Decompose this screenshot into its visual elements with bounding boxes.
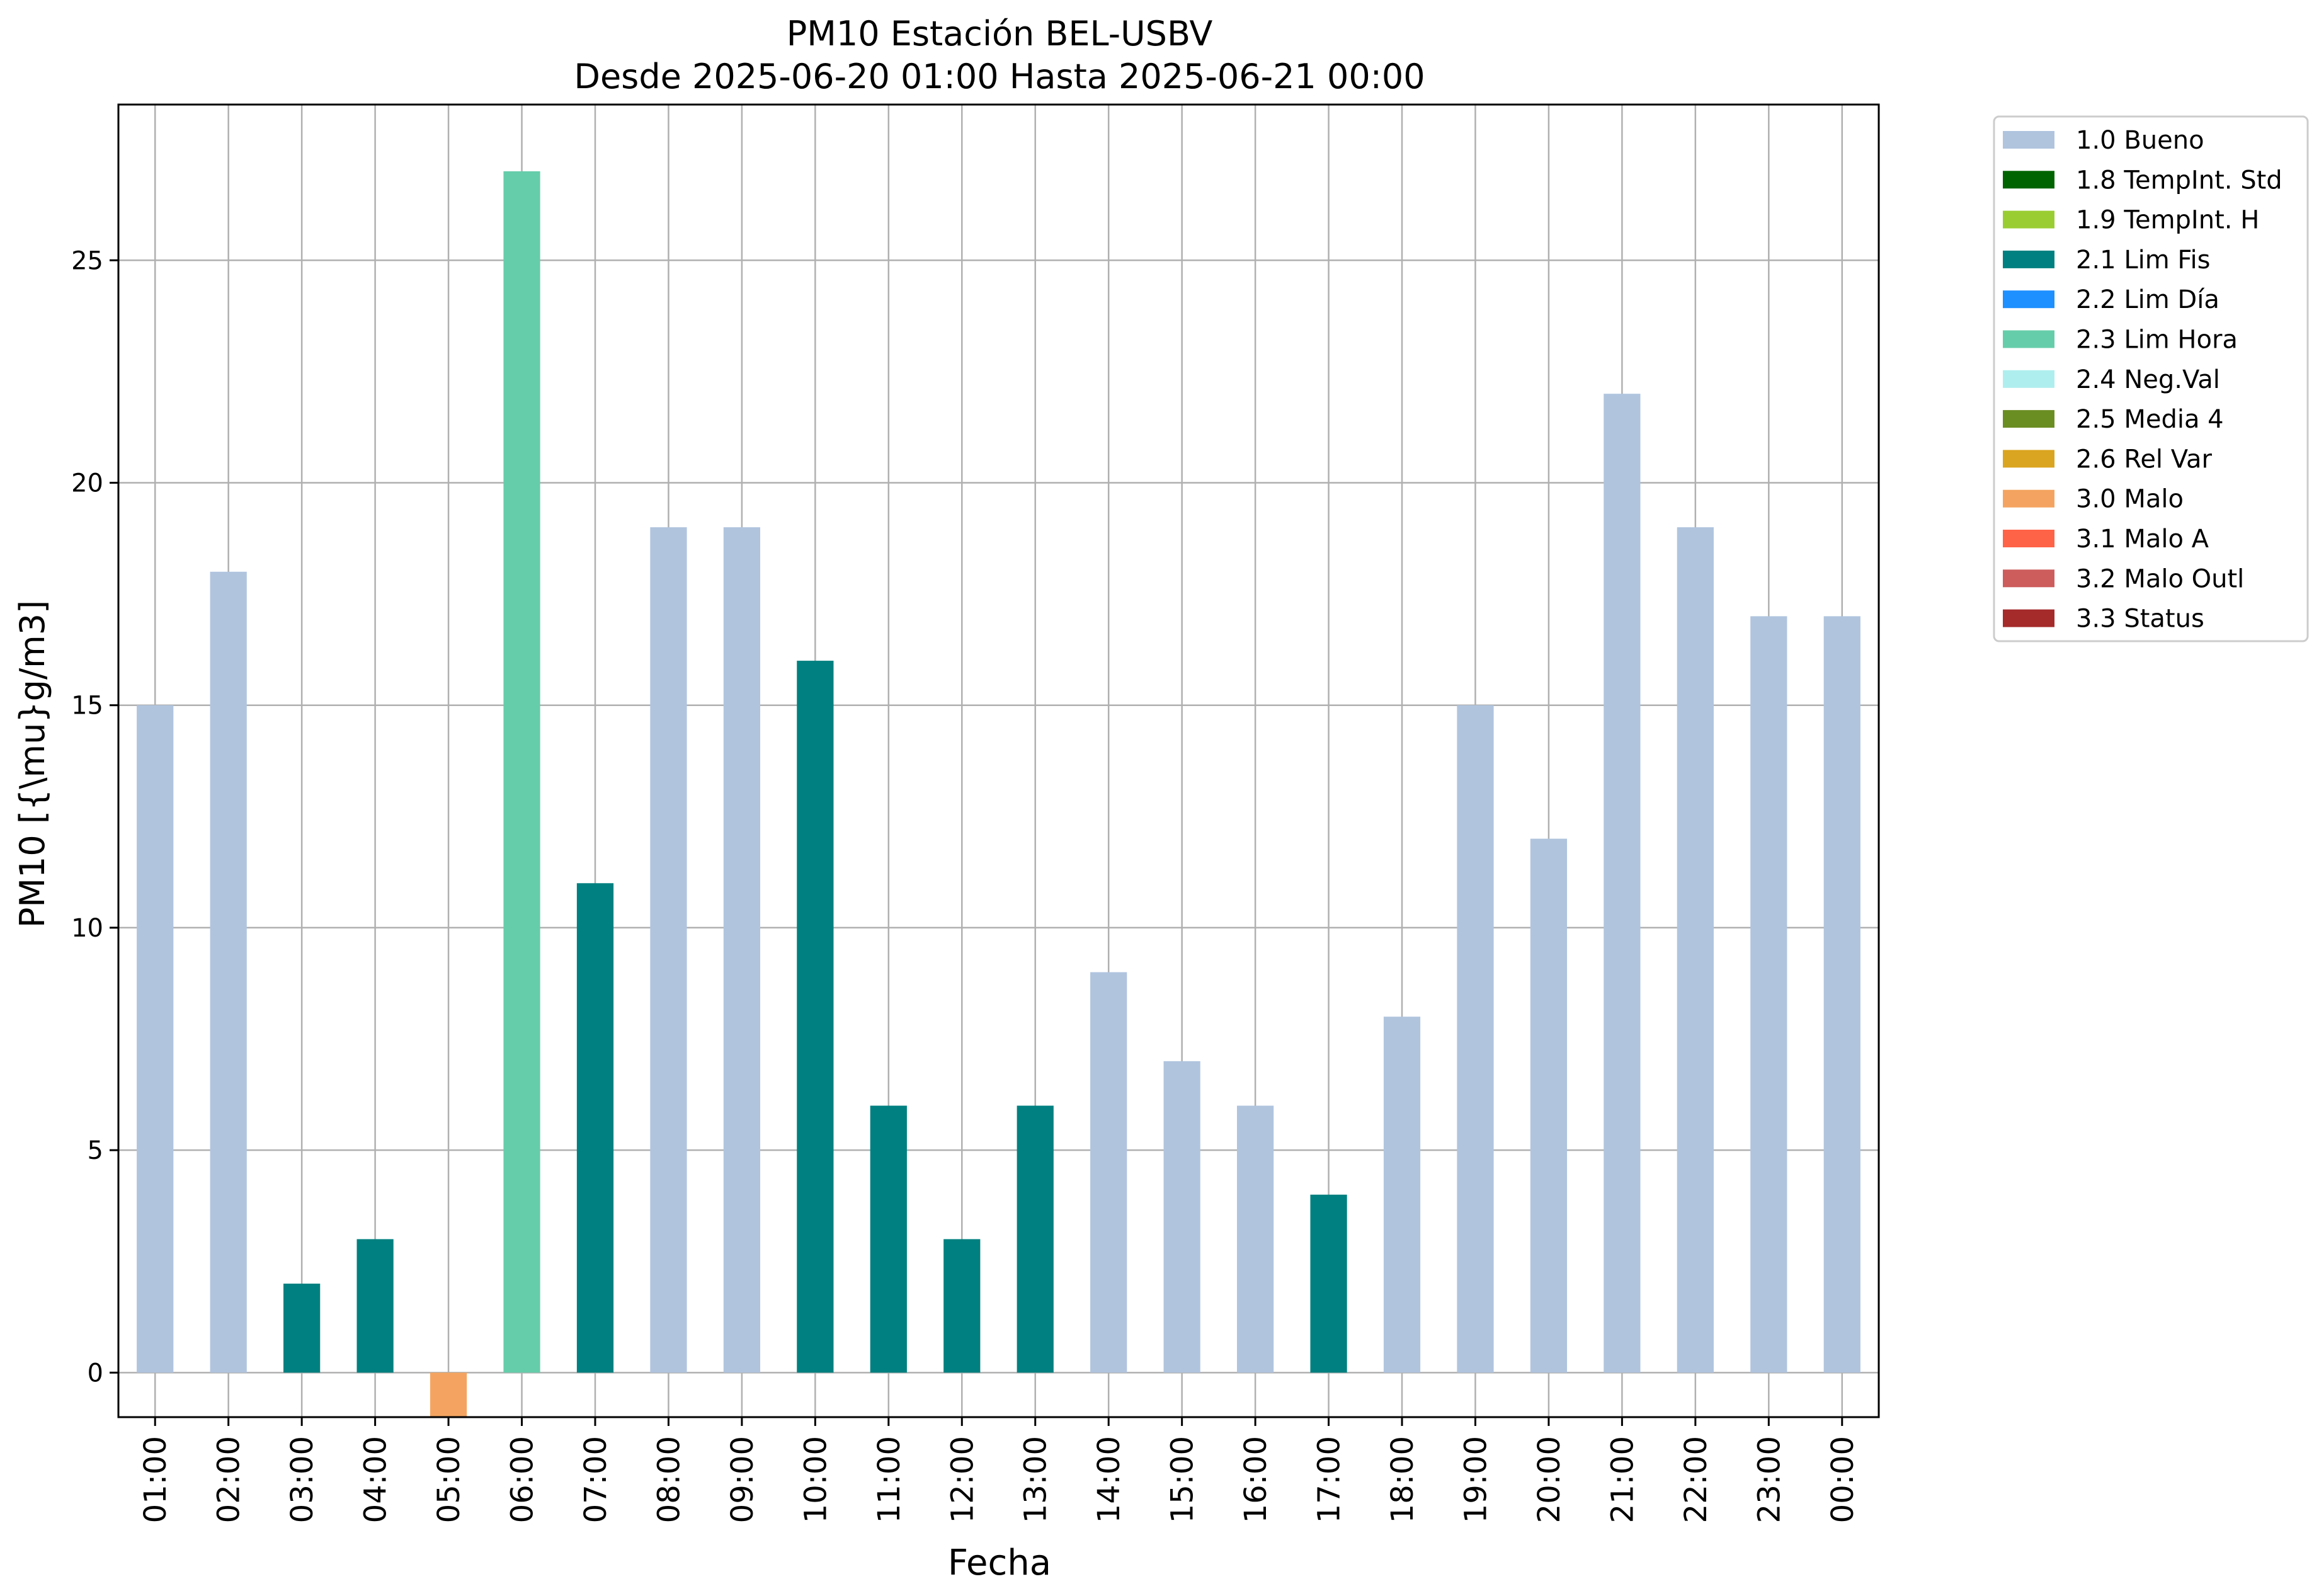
chart-subtitle: Desde 2025-06-20 01:00 Hasta 2025-06-21 …	[574, 57, 1425, 96]
x-tick-label: 22:00	[1678, 1436, 1714, 1523]
bar-1100	[870, 1105, 907, 1373]
x-tick-label: 23:00	[1752, 1436, 1787, 1523]
legend-swatch	[2003, 131, 2054, 149]
legend-frame	[1993, 115, 2309, 642]
legend-swatch	[2003, 410, 2054, 428]
legend-swatch	[2003, 290, 2054, 309]
x-tick-label: 18:00	[1385, 1436, 1420, 1523]
legend-label: 2.1 Lim Fis	[2076, 246, 2210, 275]
legend: 1.0 Bueno 1.8 TempInt. Std 1.9 TempInt. H 2…	[1993, 115, 2309, 642]
bar-1000	[797, 661, 834, 1373]
legend-swatch	[2003, 569, 2054, 588]
legend-label: 1.0 Bueno	[2076, 126, 2204, 155]
y-tick-label: 20	[71, 469, 103, 498]
legend-swatch	[2003, 171, 2054, 189]
legend-swatch	[2003, 370, 2054, 388]
x-tick-label: 04:00	[358, 1436, 394, 1523]
y-axis-label: PM10 [{\mu}g/m3]	[13, 600, 52, 928]
bar-0700	[576, 883, 614, 1373]
y-tick-label: 15	[71, 692, 103, 721]
x-axis-label: Fecha	[948, 1542, 1051, 1583]
bar-0800	[650, 527, 687, 1373]
bar-1500	[1163, 1061, 1200, 1373]
x-tick-label: 07:00	[578, 1436, 613, 1523]
x-tick-label: 16:00	[1238, 1436, 1273, 1523]
chart-title: PM10 Estación BEL-USBV	[787, 14, 1213, 54]
x-tick-label: 01:00	[138, 1436, 173, 1523]
bar-0600	[503, 171, 540, 1373]
bar-1400	[1090, 972, 1127, 1373]
plot-frame	[117, 103, 1880, 1418]
x-tick-label: 03:00	[285, 1436, 320, 1523]
bar-1600	[1236, 1105, 1274, 1373]
bar-1800	[1383, 1017, 1421, 1373]
x-tick-label: 12:00	[945, 1436, 980, 1523]
legend-label: 1.8 TempInt. Std	[2076, 166, 2282, 195]
legend-label: 2.2 Lim Día	[2076, 285, 2219, 314]
bar-2100	[1604, 394, 1641, 1373]
x-tick-label: 06:00	[505, 1436, 540, 1523]
y-tick-label: 25	[71, 246, 103, 275]
x-tick-label: 13:00	[1018, 1436, 1054, 1523]
y-tick-label: 5	[88, 1136, 103, 1165]
x-tick-label: 17:00	[1312, 1436, 1347, 1523]
x-tick-label: 15:00	[1165, 1436, 1200, 1523]
bar-2000	[1530, 838, 1568, 1373]
legend-swatch	[2003, 530, 2054, 547]
bar-0300	[283, 1284, 321, 1373]
legend-label: 2.3 Lim Hora	[2076, 326, 2238, 355]
bar-0500	[430, 1372, 467, 1417]
bar-1900	[1457, 705, 1494, 1373]
axis-ticks: 0 5 10 15 20 25 01:00 02:00 03:00 04:00 05:00 06:00…	[71, 246, 1860, 1523]
y-tick-label: 10	[71, 914, 103, 943]
y-tick-label: 0	[88, 1359, 103, 1388]
legend-label: 2.4 Neg.Val	[2076, 365, 2220, 394]
legend-label: 1.9 TempInt. H	[2076, 206, 2259, 235]
legend-label: 2.6 Rel Var	[2076, 445, 2213, 474]
bar-2200	[1677, 527, 1714, 1373]
bar-0200	[210, 571, 247, 1373]
x-tick-label: 05:00	[431, 1436, 467, 1523]
legend-swatch	[2003, 450, 2054, 468]
x-tick-label: 02:00	[212, 1436, 247, 1523]
bar-0900	[723, 527, 761, 1373]
x-tick-label: 11:00	[872, 1436, 907, 1523]
x-tick-label: 08:00	[651, 1436, 687, 1523]
x-tick-label: 00:00	[1825, 1436, 1860, 1523]
bar-0000	[1823, 616, 1860, 1373]
legend-label: 2.5 Media 4	[2076, 405, 2224, 434]
x-tick-label: 19:00	[1458, 1436, 1493, 1523]
x-tick-label: 20:00	[1532, 1436, 1567, 1523]
x-tick-label: 21:00	[1605, 1436, 1640, 1523]
legend-swatch	[2003, 210, 2054, 229]
legend-label: 3.2 Malo Outl	[2076, 564, 2244, 593]
legend-swatch	[2003, 489, 2054, 508]
legend-label: 3.1 Malo A	[2076, 525, 2209, 554]
bar-1200	[943, 1239, 981, 1373]
bar-1700	[1310, 1194, 1347, 1373]
x-tick-label: 10:00	[798, 1436, 833, 1523]
bars	[137, 171, 1860, 1417]
bar-2300	[1750, 616, 1787, 1373]
bar-0100	[137, 705, 174, 1373]
bar-0400	[356, 1239, 394, 1373]
legend-swatch	[2003, 609, 2054, 627]
x-tick-label: 09:00	[725, 1436, 760, 1523]
bar-1300	[1017, 1105, 1054, 1373]
legend-label: 3.0 Malo	[2076, 485, 2184, 514]
legend-swatch	[2003, 330, 2054, 348]
legend-label: 3.3 Status	[2076, 605, 2204, 634]
x-tick-label: 14:00	[1091, 1436, 1127, 1523]
legend-swatch	[2003, 250, 2054, 268]
